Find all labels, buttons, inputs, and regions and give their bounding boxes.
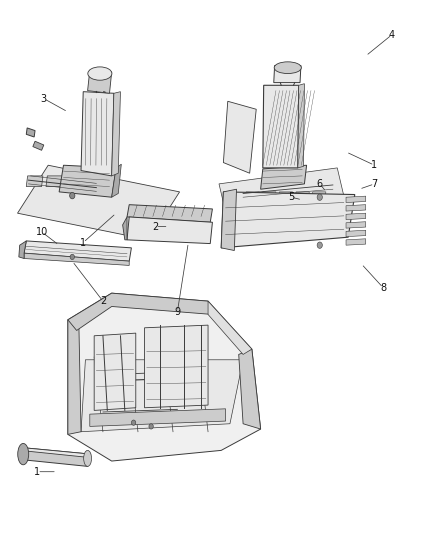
Polygon shape xyxy=(66,176,82,187)
Polygon shape xyxy=(346,239,366,245)
Polygon shape xyxy=(88,70,112,93)
Circle shape xyxy=(70,254,74,260)
Polygon shape xyxy=(123,217,127,240)
Polygon shape xyxy=(33,141,44,150)
Circle shape xyxy=(317,194,322,200)
Polygon shape xyxy=(346,205,366,211)
Polygon shape xyxy=(279,192,293,203)
Polygon shape xyxy=(18,165,180,240)
Text: 8: 8 xyxy=(380,283,386,293)
Text: 3: 3 xyxy=(41,94,47,103)
Polygon shape xyxy=(112,92,120,176)
Polygon shape xyxy=(208,301,252,354)
Ellipse shape xyxy=(274,62,301,74)
Polygon shape xyxy=(26,176,43,187)
Ellipse shape xyxy=(88,67,112,80)
Polygon shape xyxy=(346,230,366,237)
Polygon shape xyxy=(46,176,63,187)
Polygon shape xyxy=(81,92,114,176)
Polygon shape xyxy=(127,205,212,222)
Text: 10: 10 xyxy=(35,227,48,237)
Polygon shape xyxy=(261,165,307,189)
Polygon shape xyxy=(346,196,366,203)
Polygon shape xyxy=(263,85,299,168)
Polygon shape xyxy=(346,213,366,220)
Circle shape xyxy=(131,420,136,425)
Polygon shape xyxy=(295,192,309,203)
Polygon shape xyxy=(223,101,256,173)
Text: 7: 7 xyxy=(371,179,378,189)
Polygon shape xyxy=(24,241,131,261)
Polygon shape xyxy=(127,217,212,244)
Ellipse shape xyxy=(84,450,92,466)
Polygon shape xyxy=(26,128,35,137)
Polygon shape xyxy=(59,165,116,197)
Polygon shape xyxy=(112,164,121,197)
Text: 2: 2 xyxy=(152,222,159,231)
Polygon shape xyxy=(145,325,208,408)
Text: 2: 2 xyxy=(100,296,106,306)
Polygon shape xyxy=(312,192,326,203)
Text: 1: 1 xyxy=(34,467,40,477)
Polygon shape xyxy=(221,192,355,248)
Text: 9: 9 xyxy=(174,307,180,317)
Text: 1: 1 xyxy=(371,160,378,170)
Polygon shape xyxy=(20,448,91,466)
Polygon shape xyxy=(85,176,102,187)
Polygon shape xyxy=(239,349,261,429)
Polygon shape xyxy=(68,293,212,330)
Polygon shape xyxy=(90,409,226,426)
Polygon shape xyxy=(274,66,301,83)
Polygon shape xyxy=(245,192,259,203)
Polygon shape xyxy=(346,222,366,228)
Polygon shape xyxy=(68,320,81,434)
Polygon shape xyxy=(94,333,136,410)
Polygon shape xyxy=(20,448,91,457)
Text: 1: 1 xyxy=(80,238,86,247)
Ellipse shape xyxy=(18,443,29,465)
Text: 6: 6 xyxy=(317,179,323,189)
Polygon shape xyxy=(262,192,276,203)
Circle shape xyxy=(70,192,75,199)
Polygon shape xyxy=(81,360,243,432)
Text: 5: 5 xyxy=(288,192,294,202)
Polygon shape xyxy=(24,253,129,265)
Circle shape xyxy=(317,242,322,248)
Polygon shape xyxy=(19,241,26,259)
Circle shape xyxy=(149,424,153,429)
Polygon shape xyxy=(221,189,237,251)
Polygon shape xyxy=(68,293,261,461)
Text: 4: 4 xyxy=(389,30,395,39)
Polygon shape xyxy=(219,168,346,221)
Polygon shape xyxy=(298,84,304,168)
